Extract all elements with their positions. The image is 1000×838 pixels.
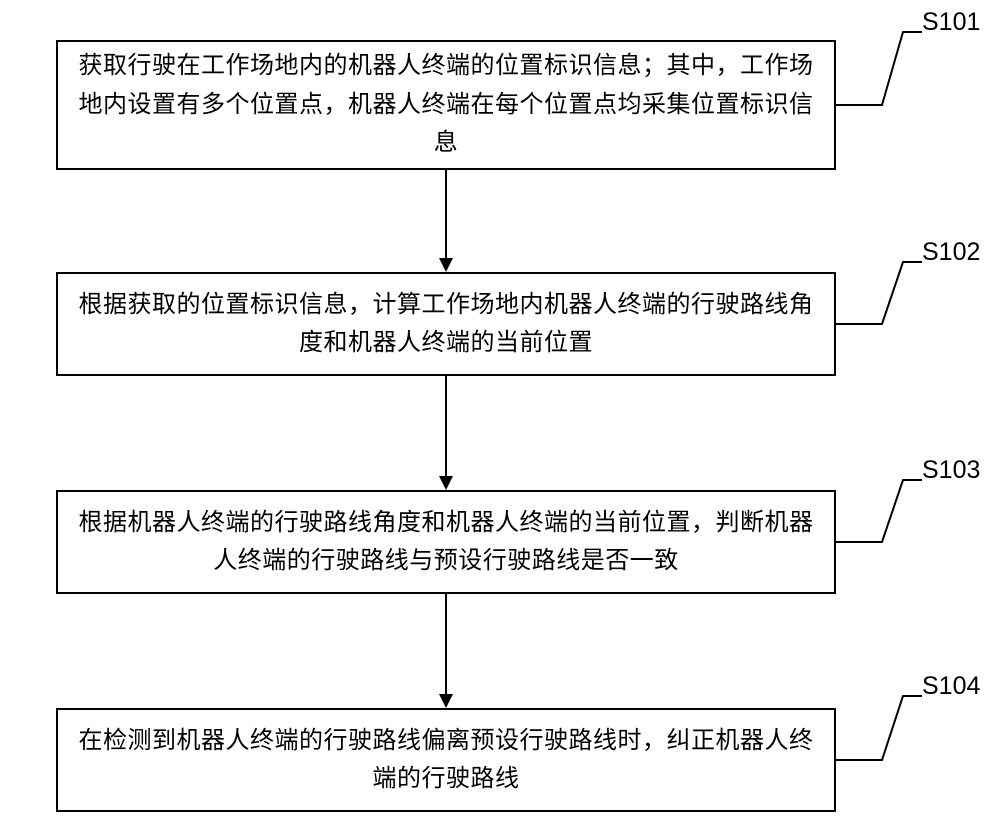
flow-arrow-head-2 [439,476,453,490]
step-box-s103: 根据机器人终端的行驶路线角度和机器人终端的当前位置，判断机器人终端的行驶路线与预… [56,490,836,594]
step-text: 根据获取的位置标识信息，计算工作场地内机器人终端的行驶路线角度和机器人终端的当前… [74,286,818,363]
step-label-s102: S102 [922,238,980,267]
flow-arrow-head-1 [439,258,453,272]
flow-arrow-head-3 [439,694,453,708]
leader-line-s101 [836,32,922,105]
step-text: 获取行驶在工作场地内的机器人终端的位置标识信息；其中，工作场地内设置有多个位置点… [74,47,818,162]
step-box-s104: 在检测到机器人终端的行驶路线偏离预设行驶路线时，纠正机器人终端的行驶路线 [56,708,836,812]
step-box-s101: 获取行驶在工作场地内的机器人终端的位置标识信息；其中，工作场地内设置有多个位置点… [56,40,836,170]
leader-line-s103 [836,480,922,542]
step-label-s101: S101 [922,8,980,37]
step-text: 在检测到机器人终端的行驶路线偏离预设行驶路线时，纠正机器人终端的行驶路线 [74,722,818,799]
leader-line-s104 [836,696,922,760]
step-label-s104: S104 [922,672,980,701]
flowchart-canvas: 获取行驶在工作场地内的机器人终端的位置标识信息；其中，工作场地内设置有多个位置点… [0,0,1000,838]
step-label-s103: S103 [922,456,980,485]
step-text: 根据机器人终端的行驶路线角度和机器人终端的当前位置，判断机器人终端的行驶路线与预… [74,504,818,581]
step-box-s102: 根据获取的位置标识信息，计算工作场地内机器人终端的行驶路线角度和机器人终端的当前… [56,272,836,376]
leader-line-s102 [836,262,922,324]
